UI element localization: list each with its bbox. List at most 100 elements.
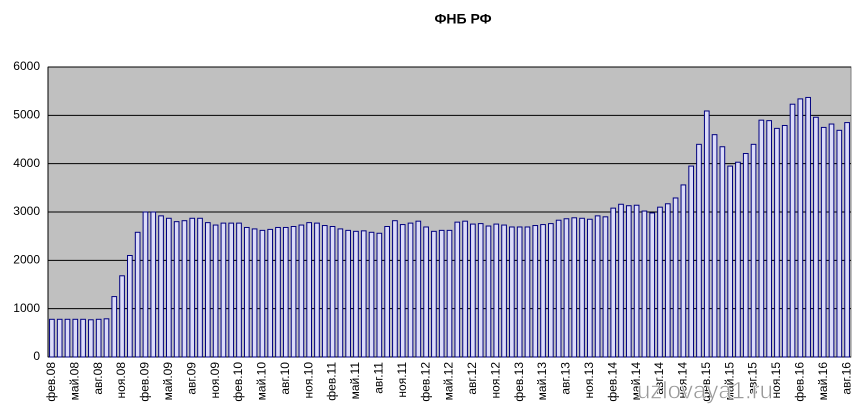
bar [127,255,133,358]
bar [532,225,539,358]
y-tick-label: 4000 [13,156,40,170]
x-tick-label: ноя.09 [208,362,222,399]
bar [501,224,507,358]
bar [579,217,585,358]
x-tick-label: май.11 [348,362,362,400]
bar [95,318,102,358]
bar [781,124,788,358]
bar [797,98,804,358]
bar [688,165,695,358]
x-tick-label: фев.08 [44,362,58,402]
bar [80,318,86,358]
watermark: uzlovaya1.ru [637,377,773,404]
x-tick-label: авг.10 [278,362,292,395]
bar [633,204,640,358]
bar [150,211,157,358]
bar [72,318,79,358]
x-tick-label: фев.13 [512,362,526,402]
bar [345,229,351,358]
bar [750,143,757,358]
x-tick-label: авг.13 [559,362,573,395]
bar [64,318,71,358]
bar [774,127,780,358]
bar [236,222,242,358]
bar [407,222,414,358]
bar [664,203,671,358]
bar [813,116,819,358]
bar [516,226,523,358]
y-tick-label: 3000 [13,204,40,218]
x-tick-label: май.15 [722,362,736,401]
bar [602,216,609,358]
bar [166,217,172,358]
x-tick-label: авг.08 [91,362,105,395]
x-tick-label: авг.09 [184,362,198,395]
x-tick-label: фев.12 [418,362,432,402]
y-tick-label: 6000 [13,59,40,73]
bar [805,96,811,358]
bar [711,134,718,358]
bar [618,203,624,358]
x-tick-label: авг.12 [465,362,479,395]
x-tick-label: фев.11 [325,362,339,401]
bar [641,210,648,358]
bar [454,221,461,358]
bar [423,226,429,358]
bar [657,206,663,358]
x-tick-label: май.08 [67,362,81,401]
bar [56,318,63,358]
bar [220,222,227,358]
bar [649,212,656,358]
bar [321,225,328,358]
x-tick-label: фев.14 [605,362,619,402]
bar [134,231,141,358]
bar [337,228,344,358]
x-tick-label: ноя.11 [395,362,409,398]
bar [462,220,468,358]
x-tick-label: май.12 [442,362,456,401]
bar [672,197,679,358]
bar [111,296,118,358]
bar [625,205,632,358]
x-tick-label: ноя.12 [488,362,502,399]
bar [212,224,219,358]
bar [485,225,492,358]
bar [251,228,258,358]
bar [298,224,305,358]
bar [384,226,390,358]
x-tick-label: ноя.10 [301,362,315,399]
bar [477,223,484,358]
bar [727,165,733,358]
bar [275,226,281,358]
bar [766,120,772,358]
x-tick-label: фев.10 [231,362,245,402]
y-tick-label: 5000 [13,108,40,122]
x-tick-label: фев.16 [792,362,806,402]
x-tick-label: ноя.14 [676,362,690,399]
bar [415,220,422,358]
chart-title: ФНБ РФ [434,11,491,27]
bar [189,217,196,358]
bar [306,222,313,358]
bar [586,218,593,358]
bar [493,223,500,358]
bar [548,223,554,358]
bar [88,319,94,358]
x-tick-label: авг.15 [746,362,760,395]
bar [758,119,765,358]
bar [259,229,266,358]
bar [680,184,687,358]
bar [314,222,320,358]
x-tick-label: май.10 [255,362,269,401]
bar [399,224,406,358]
x-tick-label: ноя.13 [582,362,596,399]
bar [703,110,710,358]
bar [368,231,375,358]
y-tick-label: 1000 [13,301,40,315]
bar [243,226,250,358]
bar [719,146,726,358]
bar [282,226,289,358]
bar [594,215,601,358]
bar [173,221,180,358]
x-tick-label: май.09 [161,362,175,401]
